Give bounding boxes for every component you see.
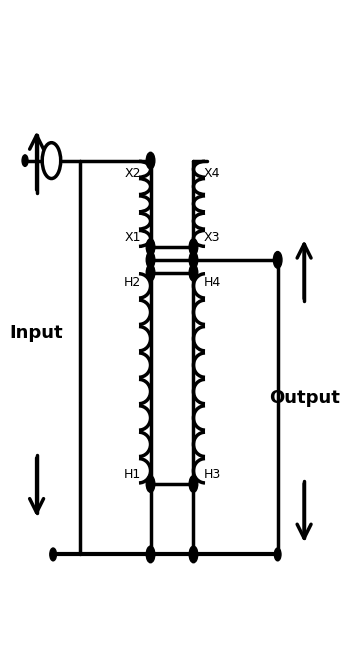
- Text: X2: X2: [124, 167, 141, 180]
- Circle shape: [146, 152, 155, 169]
- Circle shape: [275, 548, 281, 561]
- Circle shape: [189, 264, 198, 281]
- Circle shape: [22, 155, 28, 166]
- Text: X4: X4: [203, 167, 220, 180]
- Circle shape: [189, 546, 198, 563]
- Text: H1: H1: [123, 468, 141, 481]
- Circle shape: [146, 251, 155, 268]
- Circle shape: [189, 239, 198, 255]
- Text: H4: H4: [203, 276, 221, 289]
- Circle shape: [146, 264, 155, 281]
- Circle shape: [189, 476, 198, 492]
- Circle shape: [189, 251, 198, 268]
- Circle shape: [273, 251, 282, 268]
- Circle shape: [146, 476, 155, 492]
- Circle shape: [50, 548, 56, 561]
- Text: X3: X3: [203, 231, 220, 244]
- Text: Output: Output: [269, 389, 340, 406]
- Text: H2: H2: [123, 276, 141, 289]
- Text: H3: H3: [203, 468, 221, 481]
- Circle shape: [146, 239, 155, 255]
- Text: Input: Input: [10, 325, 63, 342]
- Text: X1: X1: [124, 231, 141, 244]
- Circle shape: [146, 546, 155, 563]
